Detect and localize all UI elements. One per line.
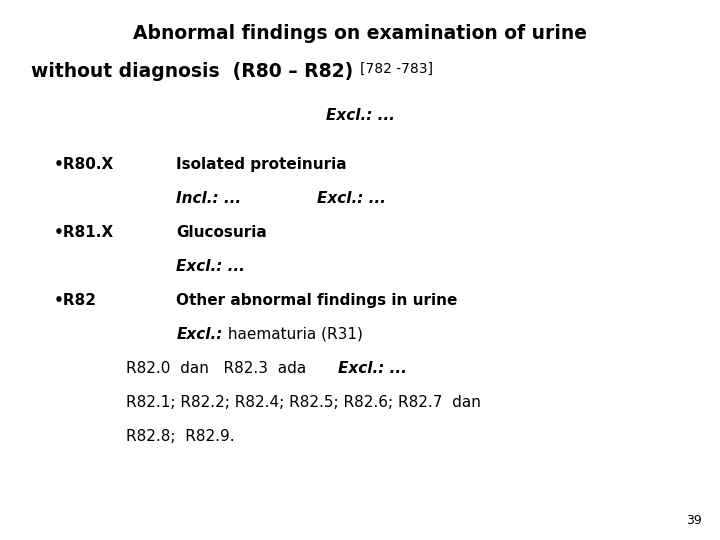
Text: Excl.:: Excl.: bbox=[176, 327, 222, 342]
Text: [782 -783]: [782 -783] bbox=[360, 62, 433, 76]
Text: without diagnosis  (R80 – R82): without diagnosis (R80 – R82) bbox=[31, 62, 360, 81]
Text: Incl.: ...: Incl.: ... bbox=[176, 191, 241, 206]
Text: •R81.X: •R81.X bbox=[54, 225, 114, 240]
Text: •R80.X: •R80.X bbox=[54, 157, 114, 172]
Text: 39: 39 bbox=[686, 514, 702, 526]
Text: R82.8;  R82.9.: R82.8; R82.9. bbox=[126, 429, 235, 444]
Text: haematuria (R31): haematuria (R31) bbox=[223, 327, 363, 342]
Text: Isolated proteinuria: Isolated proteinuria bbox=[176, 157, 347, 172]
Text: •R82: •R82 bbox=[54, 293, 97, 308]
Text: Excl.: ...: Excl.: ... bbox=[325, 108, 395, 123]
Text: Other abnormal findings in urine: Other abnormal findings in urine bbox=[176, 293, 458, 308]
Text: Excl.: ...: Excl.: ... bbox=[317, 191, 386, 206]
Text: Abnormal findings on examination of urine: Abnormal findings on examination of urin… bbox=[133, 24, 587, 43]
Text: R82.0  dan   R82.3  ada: R82.0 dan R82.3 ada bbox=[126, 361, 316, 376]
Text: Glucosuria: Glucosuria bbox=[176, 225, 267, 240]
Text: Excl.: ...: Excl.: ... bbox=[176, 259, 246, 274]
Text: R82.1; R82.2; R82.4; R82.5; R82.6; R82.7  dan: R82.1; R82.2; R82.4; R82.5; R82.6; R82.7… bbox=[126, 395, 481, 410]
Text: Excl.: ...: Excl.: ... bbox=[338, 361, 408, 376]
